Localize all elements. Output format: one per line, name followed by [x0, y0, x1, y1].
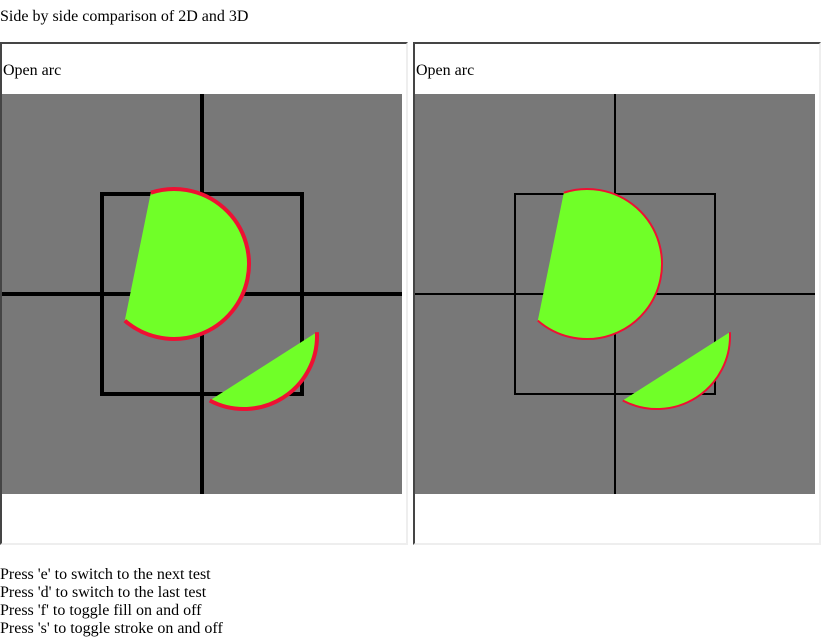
- test-label: Open arc: [416, 62, 475, 79]
- frame-3d: Open arc: [413, 42, 821, 545]
- arc-fill-1: [537, 189, 662, 339]
- canvas-2d: [2, 94, 402, 494]
- arc-stroke-2: [622, 332, 731, 410]
- arc-stroke-1: [123, 187, 251, 341]
- help-line-stroke: Press 's' to toggle stroke on and off: [0, 620, 223, 637]
- arc-stroke-2: [208, 332, 319, 411]
- help-line-next: Press 'e' to switch to the next test: [0, 566, 211, 583]
- arc-fill-2: [209, 332, 317, 410]
- arc-fill-2: [622, 332, 730, 410]
- help-line-last: Press 'd' to switch to the last test: [0, 584, 207, 601]
- arc-fill-1: [124, 189, 249, 339]
- help-text: Press 'e' to switch to the next test Pre…: [0, 566, 223, 638]
- frame-2d: Open arc: [0, 42, 408, 545]
- page-title: Side by side comparison of 2D and 3D: [0, 8, 249, 25]
- canvas-3d: [415, 94, 815, 494]
- help-line-fill: Press 'f' to toggle fill on and off: [0, 602, 202, 619]
- test-label: Open arc: [3, 62, 62, 79]
- arc-stroke-1: [537, 188, 663, 340]
